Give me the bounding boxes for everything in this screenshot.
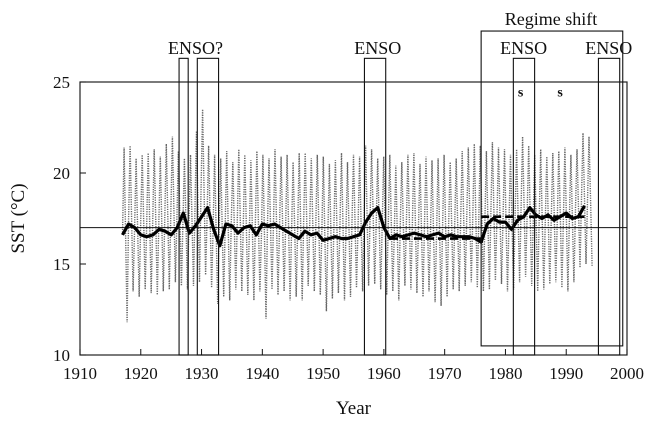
x-tick-label-1960: 1960 (367, 364, 401, 383)
x-tick-label-1920: 1920 (124, 364, 158, 383)
y-tick-label-15: 15 (53, 255, 70, 274)
y-axis-title: SST (°C) (8, 183, 29, 253)
labels: SST (°C) Year (8, 183, 372, 419)
annotation-label-3: ENSO (500, 38, 547, 58)
annotation-box-1 (178, 57, 189, 356)
smoothed-sst-series (121, 205, 586, 248)
annotation-label-2: ENSO (354, 38, 401, 58)
annotation-box-4 (512, 57, 536, 356)
x-tick-label-1940: 1940 (245, 364, 279, 383)
axes: 1910 1920 1930 1940 1950 1960 1970 1980 1990 2000… (53, 73, 644, 383)
plot-frame (79, 81, 628, 356)
y-tick-label-20: 20 (53, 164, 70, 183)
annotation-box-6 (480, 30, 624, 347)
y-tick-label-10: 10 (53, 346, 70, 365)
x-tick-label-2000: 2000 (610, 364, 644, 383)
x-tick-label-1950: 1950 (306, 364, 340, 383)
x-tick-label-1980: 1980 (488, 364, 522, 383)
annotation-label-4: ENSO (585, 38, 632, 58)
x-axis-title: Year (336, 398, 372, 419)
x-tick-label-1930: 1930 (185, 364, 219, 383)
annotation-label-7: s (557, 86, 563, 101)
x-tick-label-1970: 1970 (428, 364, 462, 383)
x-tick-label-1910: 1910 (63, 364, 97, 383)
annotation-box-2 (196, 57, 220, 356)
annotation-boxes: ENSO? ENSO ENSO ENSO Regime shift s s (168, 9, 632, 356)
y-tick-label-25: 25 (53, 73, 70, 92)
annotation-box-3 (363, 57, 387, 356)
series-layer (80, 109, 627, 323)
x-tick-label-1990: 1990 (549, 364, 583, 383)
annotation-label-5: Regime shift (505, 9, 598, 29)
annotation-box-5 (597, 57, 621, 356)
annotation-label-1: ENSO? (168, 38, 223, 58)
annotation-label-6: s (518, 86, 524, 101)
